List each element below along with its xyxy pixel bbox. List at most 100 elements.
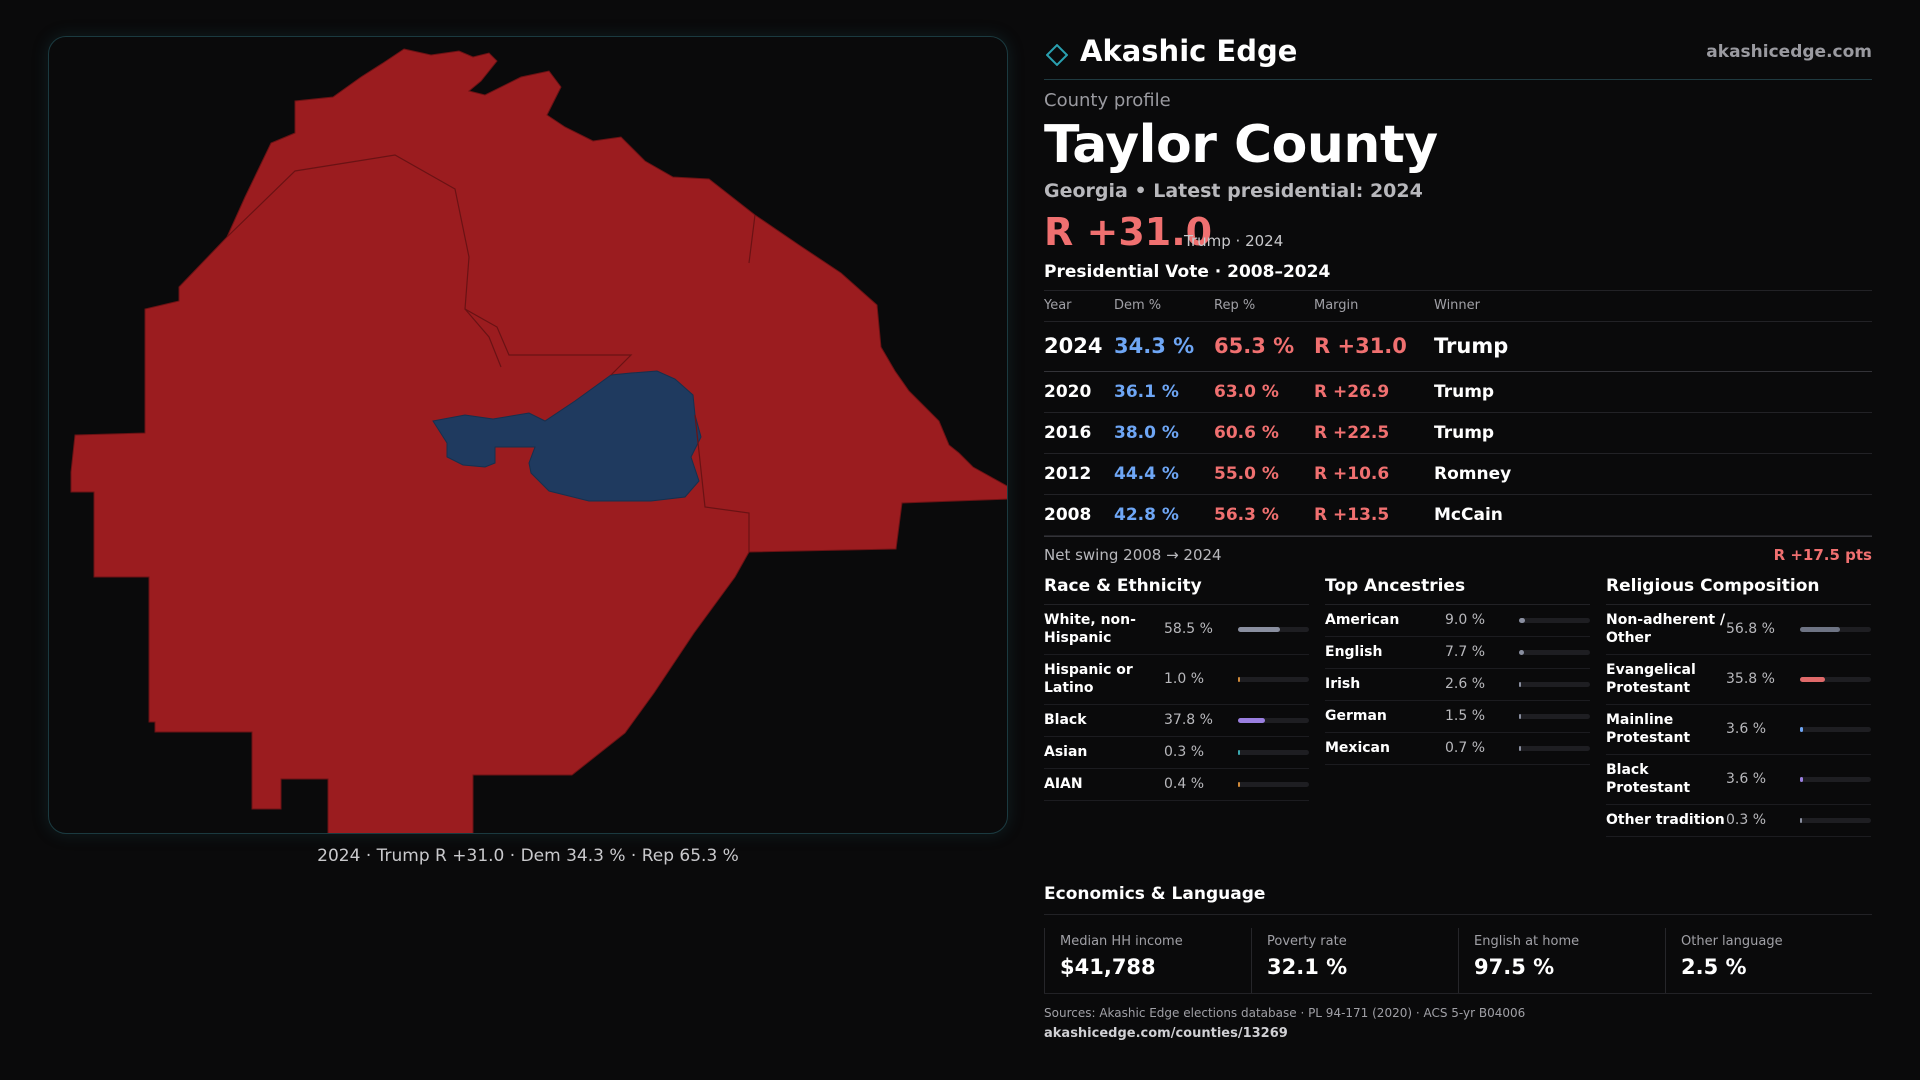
margin-cell: R +26.9 (1314, 371, 1434, 413)
stat-bar-fill (1238, 717, 1265, 723)
religion-section: Religious Composition Non-adherent / Oth… (1606, 576, 1871, 837)
list-item: Asian 0.3 % (1044, 737, 1309, 769)
stat-bar (1238, 717, 1309, 723)
col-rep-header: Rep % (1214, 291, 1314, 322)
stat-bar-fill (1800, 626, 1840, 632)
table-row: 2016 38.0 % 60.6 % R +22.5 Trump (1044, 412, 1872, 454)
stat-label: White, non-Hispanic (1044, 612, 1136, 647)
stat-value: 3.6 % (1726, 721, 1767, 738)
margin-cell: R +22.5 (1314, 412, 1434, 454)
stat-bar (1519, 745, 1590, 751)
stat-bar (1800, 726, 1871, 732)
col-year-header: Year (1044, 291, 1114, 322)
winner-cell: Romney (1434, 453, 1872, 495)
list-item: Other tradition 0.3 % (1606, 805, 1871, 837)
year-cell: 2020 (1044, 371, 1114, 413)
rep-cell: 63.0 % (1214, 371, 1314, 413)
brand-name: Akashic Edge (1080, 34, 1298, 68)
stat-bar-fill (1238, 626, 1280, 632)
race-ethnicity-section: Race & Ethnicity White, non-Hispanic 58.… (1044, 576, 1309, 837)
col-margin-header: Margin (1314, 291, 1434, 322)
stat-value: 0.7 % (1445, 740, 1486, 757)
year-cell: 2024 (1044, 321, 1114, 372)
brand-url-link[interactable]: akashicedge.com (1706, 42, 1872, 62)
stat-value: 9.0 % (1445, 612, 1486, 629)
econ-stat-value: 32.1 % (1267, 955, 1348, 979)
stat-bar (1238, 781, 1309, 787)
stat-value: 0.3 % (1164, 744, 1205, 761)
table-row: 2008 42.8 % 56.3 % R +13.5 McCain (1044, 494, 1872, 536)
headline-note: Trump · 2024 (1184, 232, 1284, 251)
stat-value: 35.8 % (1726, 671, 1775, 688)
sources-note: Sources: Akashic Edge elections database… (1044, 1006, 1526, 1020)
econ-stat-label: English at home (1474, 934, 1580, 949)
dem-cell: 42.8 % (1114, 494, 1214, 536)
county-shape-democratic[interactable] (432, 370, 702, 502)
stat-bar-fill (1519, 681, 1521, 687)
list-item: AIAN 0.4 % (1044, 769, 1309, 801)
stat-bar-fill (1519, 649, 1524, 655)
col-dem-header: Dem % (1114, 291, 1214, 322)
stat-label: Non-adherent / Other (1606, 612, 1726, 647)
stat-bar-fill (1519, 713, 1521, 719)
stat-value: 3.6 % (1726, 771, 1767, 788)
ancestry-title: Top Ancestries (1325, 576, 1590, 605)
list-item: English 7.7 % (1325, 637, 1590, 669)
econ-stat-label: Other language (1681, 934, 1783, 949)
stat-bar (1519, 649, 1590, 655)
econ-stat: Median HH income $41,788 (1044, 928, 1251, 993)
demographics-columns: Race & Ethnicity White, non-Hispanic 58.… (1044, 576, 1872, 837)
ancestry-section: Top Ancestries American 9.0 % English 7.… (1325, 576, 1590, 837)
stat-label: Hispanic or Latino (1044, 662, 1133, 697)
net-swing-row: Net swing 2008 → 2024 R +17.5 pts (1044, 535, 1872, 570)
stat-value: 58.5 % (1164, 621, 1213, 638)
stat-label: German (1325, 708, 1387, 725)
list-item: American 9.0 % (1325, 605, 1590, 637)
dem-cell: 44.4 % (1114, 453, 1214, 495)
list-item: Mainline Protestant 3.6 % (1606, 705, 1871, 755)
headline-result: R +31.0 Trump · 2024 (1044, 210, 1872, 256)
county-map[interactable] (48, 36, 1008, 834)
stat-label: Irish (1325, 676, 1361, 693)
diamond-logo-icon (1046, 44, 1068, 66)
stat-value: 7.7 % (1445, 644, 1486, 661)
stat-value: 0.4 % (1164, 776, 1205, 793)
profile-panel: Akashic Edge akashicedge.com County prof… (1044, 32, 1872, 837)
winner-cell: Trump (1434, 371, 1872, 413)
dem-cell: 36.1 % (1114, 371, 1214, 413)
econ-stat-value: 97.5 % (1474, 955, 1555, 979)
margin-cell: R +31.0 (1314, 321, 1434, 372)
stat-bar (1519, 681, 1590, 687)
list-item: Black 37.8 % (1044, 705, 1309, 737)
municipal-boundaries (226, 154, 756, 552)
stat-bar (1800, 626, 1871, 632)
year-cell: 2008 (1044, 494, 1114, 536)
list-item: White, non-Hispanic 58.5 % (1044, 605, 1309, 655)
page-title: Taylor County (1044, 115, 1438, 175)
stat-label: Black Protestant (1606, 762, 1691, 797)
stat-bar-fill (1238, 676, 1240, 682)
map-caption: 2024 · Trump R +31.0 · Dem 34.3 % · Rep … (317, 846, 739, 866)
stat-label: Mexican (1325, 740, 1390, 757)
rep-cell: 55.0 % (1214, 453, 1314, 495)
presidential-vote-title: Presidential Vote · 2008–2024 (1044, 262, 1872, 292)
winner-cell: McCain (1434, 494, 1872, 536)
list-item: Hispanic or Latino 1.0 % (1044, 655, 1309, 705)
source-url-link[interactable]: akashicedge.com/counties/13269 (1044, 1026, 1288, 1041)
econ-stat: Other language 2.5 % (1665, 928, 1872, 993)
margin-cell: R +13.5 (1314, 494, 1434, 536)
economics-stats: Median HH income $41,788 Poverty rate 32… (1044, 928, 1872, 994)
stat-value: 0.3 % (1726, 812, 1767, 829)
stat-label: Other tradition (1606, 812, 1725, 829)
rep-cell: 65.3 % (1214, 321, 1314, 372)
stat-bar (1519, 713, 1590, 719)
winner-cell: Trump (1434, 412, 1872, 454)
list-item: Non-adherent / Other 56.8 % (1606, 605, 1871, 655)
stat-bar-fill (1800, 776, 1803, 782)
col-winner-header: Winner (1434, 291, 1872, 322)
dem-cell: 38.0 % (1114, 412, 1214, 454)
stat-bar (1238, 749, 1309, 755)
stat-bar (1800, 676, 1871, 682)
headline-margin: R +31.0 (1044, 210, 1213, 255)
stat-bar (1519, 617, 1590, 623)
